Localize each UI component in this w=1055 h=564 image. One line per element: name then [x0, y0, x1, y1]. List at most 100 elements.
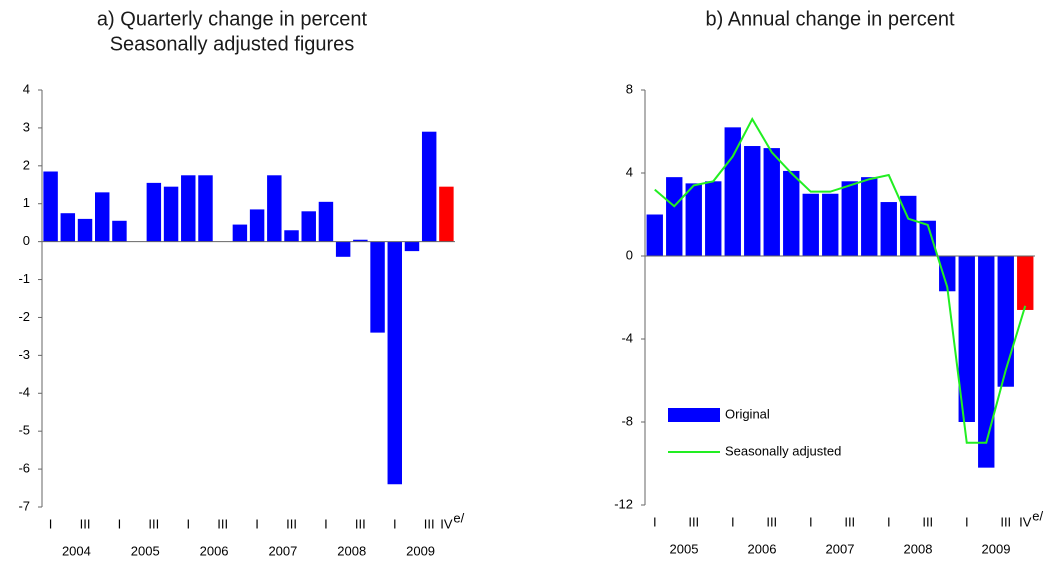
bar	[783, 170, 800, 256]
y-tick-label: 1	[23, 195, 30, 210]
y-tick-label: 4	[626, 164, 633, 179]
bar	[112, 220, 127, 242]
y-tick-label: 4	[23, 81, 30, 96]
x-tick-label: IV	[1019, 514, 1032, 529]
x-tick-label: III	[217, 516, 228, 531]
bar	[705, 181, 722, 256]
chart: a) Quarterly change in percent Seasonally…	[18, 8, 464, 558]
x-tick-label: III	[286, 516, 297, 531]
bar	[822, 193, 839, 256]
x-tick-label: III	[922, 514, 933, 529]
bar	[249, 209, 265, 242]
x-tick-label: I	[49, 516, 53, 531]
y-tick-label: -1	[18, 271, 30, 286]
x-tick-label: I	[809, 514, 813, 529]
line	[654, 116, 1027, 444]
chart-title: b) Annual change in percent	[705, 8, 955, 30]
x-tick-label: III	[80, 516, 91, 531]
bar	[387, 241, 402, 485]
bar	[353, 239, 368, 242]
bar	[802, 193, 819, 256]
bar	[1017, 256, 1034, 310]
bar	[318, 201, 334, 242]
y-tick-label: -5	[18, 423, 30, 438]
bar	[919, 220, 936, 256]
year-label: 2006	[200, 543, 229, 558]
y-tick-label: 0	[23, 233, 30, 248]
year-label: 2007	[826, 541, 855, 556]
x-tick-label: I	[118, 516, 122, 531]
year-label: 2007	[268, 543, 297, 558]
y-tick-label: -12	[614, 496, 633, 511]
y-tick-label: 0	[626, 247, 633, 262]
x-tick-label: III	[1000, 514, 1011, 529]
y-tick-label: 8	[626, 81, 633, 96]
bar	[370, 241, 385, 333]
bar	[60, 213, 76, 242]
bar	[232, 224, 248, 242]
legend-label: Seasonally adjusted	[725, 443, 841, 458]
x-tick-label: I	[393, 516, 397, 531]
bar	[763, 148, 780, 256]
bar	[284, 230, 299, 242]
x-tick-label: I	[186, 516, 190, 531]
chart-title: Seasonally adjusted figures	[110, 33, 355, 55]
y-tick-label: -4	[621, 330, 633, 345]
bar	[95, 192, 110, 242]
bar	[267, 175, 282, 242]
bar	[724, 127, 741, 256]
bar	[646, 214, 663, 256]
bar	[421, 131, 437, 242]
estimate-mark: e/	[453, 510, 464, 525]
year-label: 2005	[131, 543, 160, 558]
y-tick-label: 2	[23, 157, 30, 172]
x-tick-label: III	[148, 516, 159, 531]
bar	[685, 183, 702, 256]
x-tick-label: I	[255, 516, 259, 531]
y-tick-label: -4	[18, 385, 30, 400]
x-tick-label: III	[688, 514, 699, 529]
year-label: 2008	[337, 543, 366, 558]
year-label: 2005	[670, 541, 699, 556]
bar	[880, 202, 897, 256]
bar	[198, 175, 213, 242]
bar	[43, 171, 58, 242]
bar	[841, 181, 858, 256]
legend-swatch	[668, 408, 720, 422]
year-label: 2006	[748, 541, 777, 556]
x-tick-label: I	[653, 514, 657, 529]
x-tick-label: I	[731, 514, 735, 529]
x-tick-label: I	[887, 514, 891, 529]
x-tick-label: I	[965, 514, 969, 529]
estimate-mark: e/	[1032, 508, 1043, 523]
bar	[978, 256, 995, 468]
bar	[335, 241, 351, 257]
bar	[861, 177, 878, 256]
bar	[181, 175, 196, 242]
year-label: 2009	[406, 543, 435, 558]
bar	[77, 218, 93, 242]
bar	[939, 256, 956, 292]
bar	[163, 186, 179, 242]
y-tick-label: 3	[23, 119, 30, 134]
bar	[404, 241, 420, 252]
x-tick-label: III	[355, 516, 366, 531]
bar	[439, 186, 454, 242]
x-tick-label: III	[424, 516, 435, 531]
x-tick-label: III	[766, 514, 777, 529]
x-tick-label: I	[324, 516, 328, 531]
bar	[666, 177, 683, 256]
y-tick-label: -6	[18, 461, 30, 476]
bar	[146, 182, 162, 242]
x-tick-label: III	[844, 514, 855, 529]
chart-title: a) Quarterly change in percent	[97, 8, 368, 30]
legend-label: Original	[725, 406, 770, 421]
y-tick-label: -8	[621, 413, 633, 428]
y-tick-label: -3	[18, 347, 30, 362]
year-label: 2008	[904, 541, 933, 556]
year-label: 2004	[62, 543, 91, 558]
x-tick-label: IV	[440, 516, 453, 531]
bar	[958, 256, 975, 422]
